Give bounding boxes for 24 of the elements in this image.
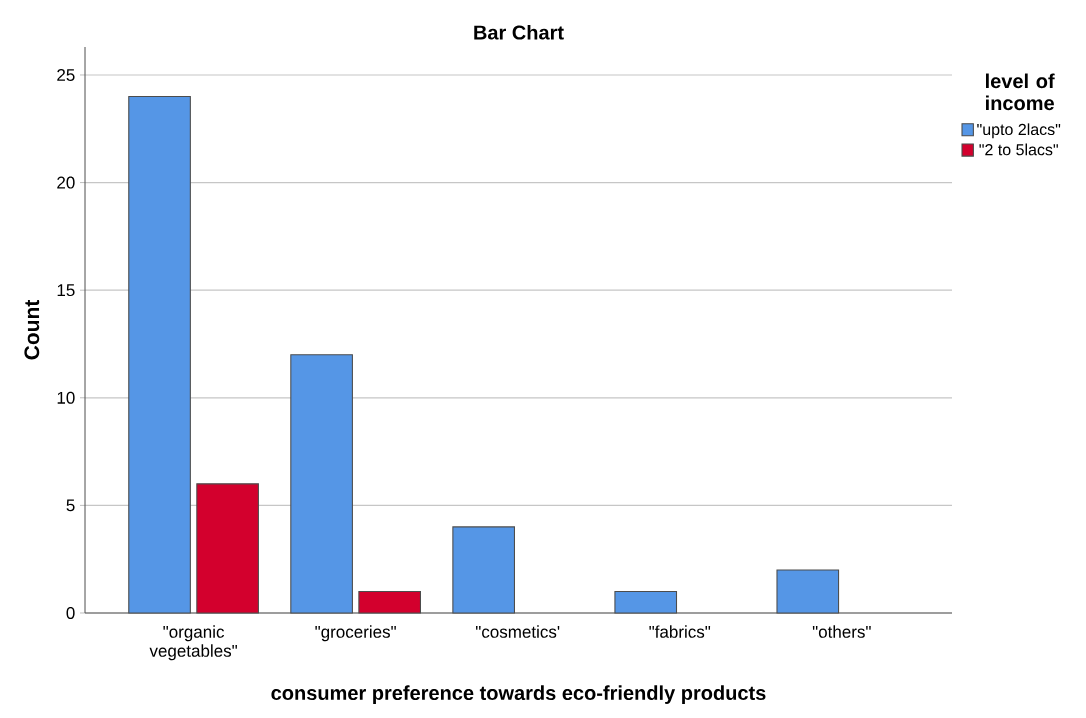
y-tick-label: 10 [57, 391, 75, 404]
bar [128, 95, 191, 614]
y-tick-label: 20 [57, 176, 75, 189]
x-axis-title: consumer preference towards eco-friendly products [271, 685, 766, 704]
legend-title: level of income [986, 73, 1055, 111]
x-tick-label: "organic vegetables" [149, 625, 237, 661]
legend-label: "upto 2lacs" [977, 123, 1061, 139]
y-tick-label: 5 [66, 499, 75, 512]
chart-title: Bar Chart [474, 24, 564, 40]
x-tick-label: "cosmetics' [476, 625, 560, 638]
x-tick-label: "groceries" [315, 625, 396, 642]
bar [196, 483, 259, 614]
bar [614, 590, 678, 614]
y-tick-label: 15 [57, 284, 75, 297]
x-tick-label: "fabrics" [649, 625, 711, 638]
bar [290, 354, 353, 614]
x-tick-label: "others" [812, 625, 871, 638]
y-axis-title: Count [24, 299, 40, 360]
bar [358, 590, 421, 614]
bar [452, 526, 515, 614]
bar [776, 569, 840, 614]
legend-label: "2 to 5lacs" [979, 143, 1058, 156]
y-tick-label: 0 [66, 606, 75, 620]
y-tick-label: 25 [57, 68, 75, 81]
